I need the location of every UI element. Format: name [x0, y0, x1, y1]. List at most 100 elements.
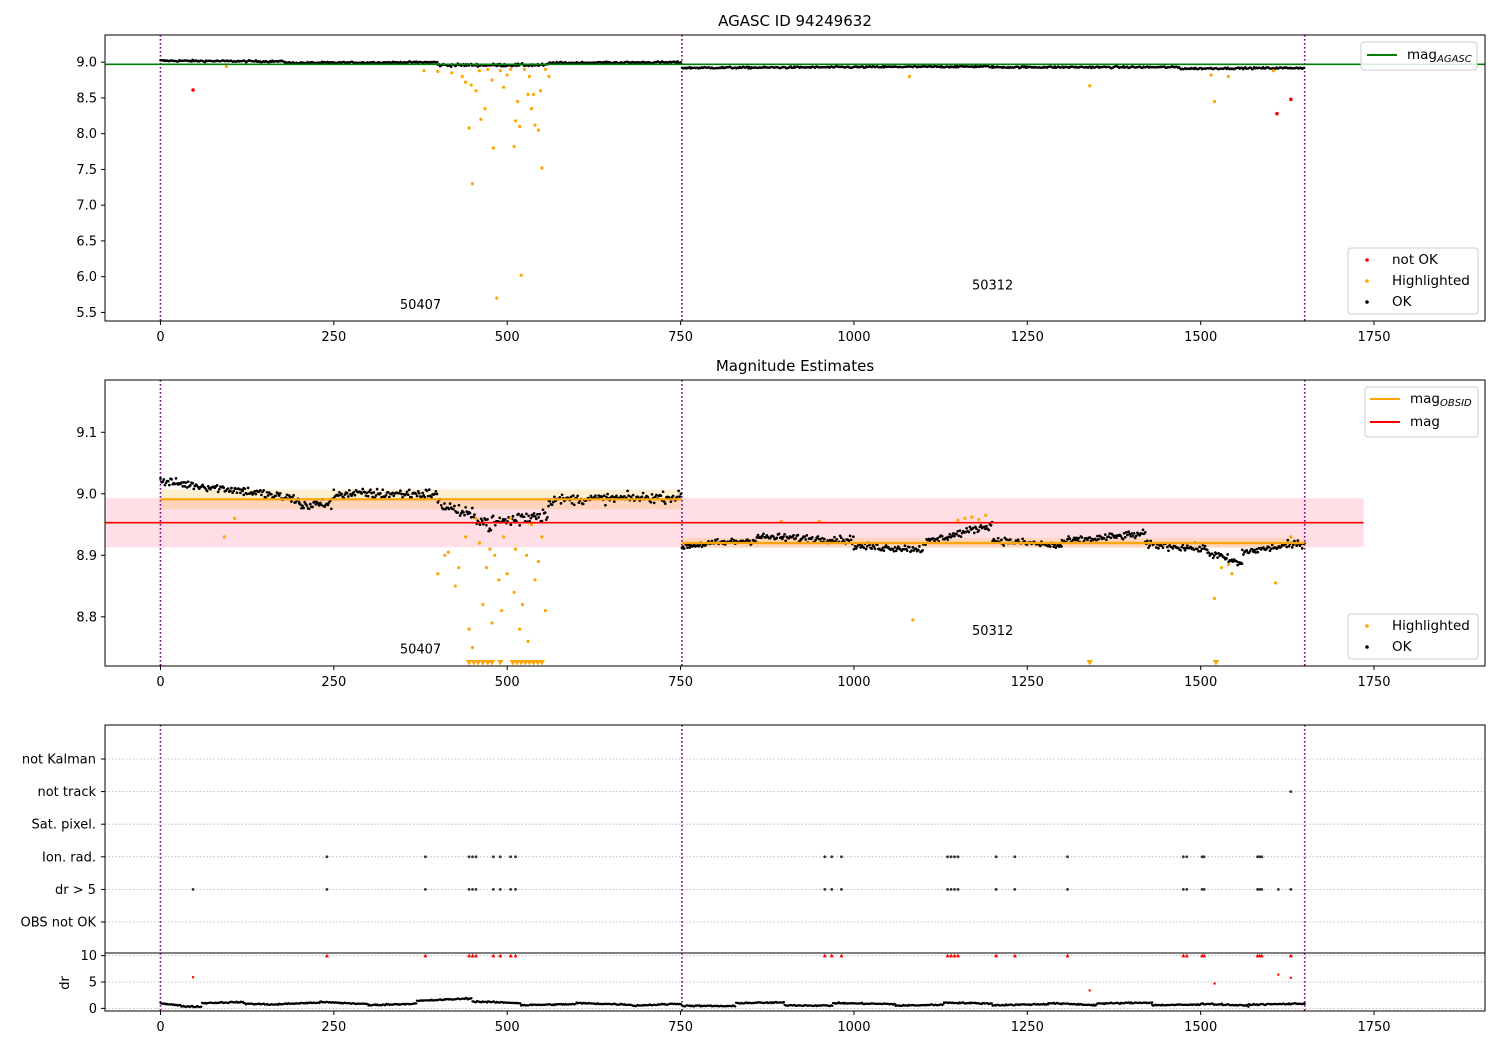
- ok-point: [1201, 543, 1205, 547]
- flag-point: [471, 855, 474, 859]
- highlighted-point: [1209, 73, 1213, 77]
- dr-capped-marker: [1065, 953, 1070, 958]
- ok-point: [430, 495, 433, 499]
- ok-point: [1075, 536, 1078, 540]
- dr-capped-marker: [1181, 953, 1186, 958]
- ok-point: [1217, 551, 1221, 555]
- ok-point: [730, 537, 734, 541]
- ok-point: [186, 480, 190, 484]
- x-tick-label: 0: [156, 675, 164, 690]
- ok-point: [659, 494, 663, 498]
- ok-point: [1072, 536, 1076, 540]
- ok-point: [1248, 549, 1252, 553]
- ok-point: [1129, 535, 1133, 538]
- ok-point: [387, 495, 391, 499]
- ok-point: [1141, 528, 1145, 532]
- ok-point: [292, 494, 295, 497]
- ok-point: [217, 487, 221, 491]
- highlighted-point: [505, 73, 509, 77]
- ok-point: [669, 500, 673, 504]
- ok-point: [478, 523, 482, 527]
- ok-point: [1147, 546, 1150, 550]
- ok-point: [968, 525, 972, 529]
- legend-box: [1347, 247, 1479, 315]
- highlighted-point: [516, 99, 520, 104]
- ok-point: [1149, 539, 1153, 543]
- ok-point: [1130, 532, 1134, 535]
- ok-point: [547, 504, 550, 508]
- ok-point: [473, 513, 476, 516]
- ok-point: [948, 532, 952, 536]
- ok-point: [360, 492, 363, 495]
- highlighted-point: [526, 639, 530, 643]
- ok-point: [955, 532, 958, 536]
- ok-point: [832, 539, 835, 543]
- ok-point: [1236, 563, 1239, 567]
- highlighted-point: [469, 83, 473, 87]
- ok-point: [417, 491, 421, 495]
- flag-point: [994, 855, 998, 859]
- ok-point: [449, 65, 453, 68]
- x-tick-label: 1500: [1184, 1020, 1217, 1035]
- ok-point: [1122, 531, 1126, 535]
- ok-point: [1286, 538, 1290, 542]
- ok-point: [1000, 538, 1003, 542]
- ok-point: [546, 515, 549, 519]
- ok-point: [1048, 545, 1052, 548]
- dr-point: [1150, 1001, 1154, 1004]
- lower-limit-marker: [474, 660, 482, 666]
- chart-title: AGASC ID 94249632: [718, 12, 872, 30]
- ok-point: [903, 544, 907, 548]
- obsid-label: 50407: [400, 298, 441, 313]
- ok-point: [1077, 536, 1080, 540]
- ok-point: [170, 478, 173, 481]
- ok-point: [605, 495, 608, 499]
- ok-point: [1157, 547, 1160, 550]
- ok-point: [447, 507, 451, 511]
- ok-point: [1290, 546, 1294, 549]
- plot-area-magnitudes: [105, 380, 1364, 666]
- ok-point: [350, 494, 353, 498]
- ok-point: [397, 491, 401, 495]
- legend-box: [1360, 41, 1478, 71]
- x-tick-label: 750: [668, 330, 693, 345]
- y-axis-ticks: 0 5 10: [80, 949, 105, 1017]
- ok-point: [646, 495, 649, 499]
- flag-point: [1181, 888, 1185, 891]
- ok-point: [880, 548, 884, 552]
- ok-point: [1253, 548, 1256, 552]
- ok-point: [1267, 545, 1271, 549]
- highlighted-point: [486, 67, 490, 71]
- y-tick-label: 8.5: [76, 91, 97, 106]
- ok-point: [838, 534, 842, 538]
- highlighted-point: [533, 578, 537, 582]
- ok-point: [1302, 66, 1306, 70]
- ok-point: [989, 524, 993, 527]
- ok-point: [1212, 554, 1216, 557]
- ok-point: [420, 495, 423, 499]
- ok-point: [902, 547, 906, 551]
- highlighted-point: [984, 513, 988, 517]
- ok-point: [288, 495, 292, 499]
- ok-point: [1211, 556, 1215, 560]
- legend-highlighted-marker: [1365, 624, 1369, 628]
- highlighted-point: [470, 182, 475, 186]
- ok-point: [570, 502, 574, 505]
- flag-label: not Kalman: [22, 753, 96, 768]
- flag-point: [956, 855, 960, 859]
- highlighted-point: [1230, 572, 1234, 576]
- flag-point: [1200, 888, 1204, 891]
- ok-point: [655, 493, 658, 497]
- ok-point: [525, 512, 528, 516]
- ok-point: [234, 487, 238, 491]
- ok-point: [661, 490, 665, 494]
- highlighted-point: [500, 609, 504, 613]
- ok-point: [544, 518, 548, 521]
- ok-point: [784, 539, 788, 543]
- ok-point: [991, 539, 994, 543]
- ok-point: [947, 535, 951, 539]
- ok-point: [374, 494, 378, 497]
- ok-point: [971, 526, 975, 530]
- ok-point: [1198, 545, 1201, 549]
- ok-point: [951, 532, 955, 535]
